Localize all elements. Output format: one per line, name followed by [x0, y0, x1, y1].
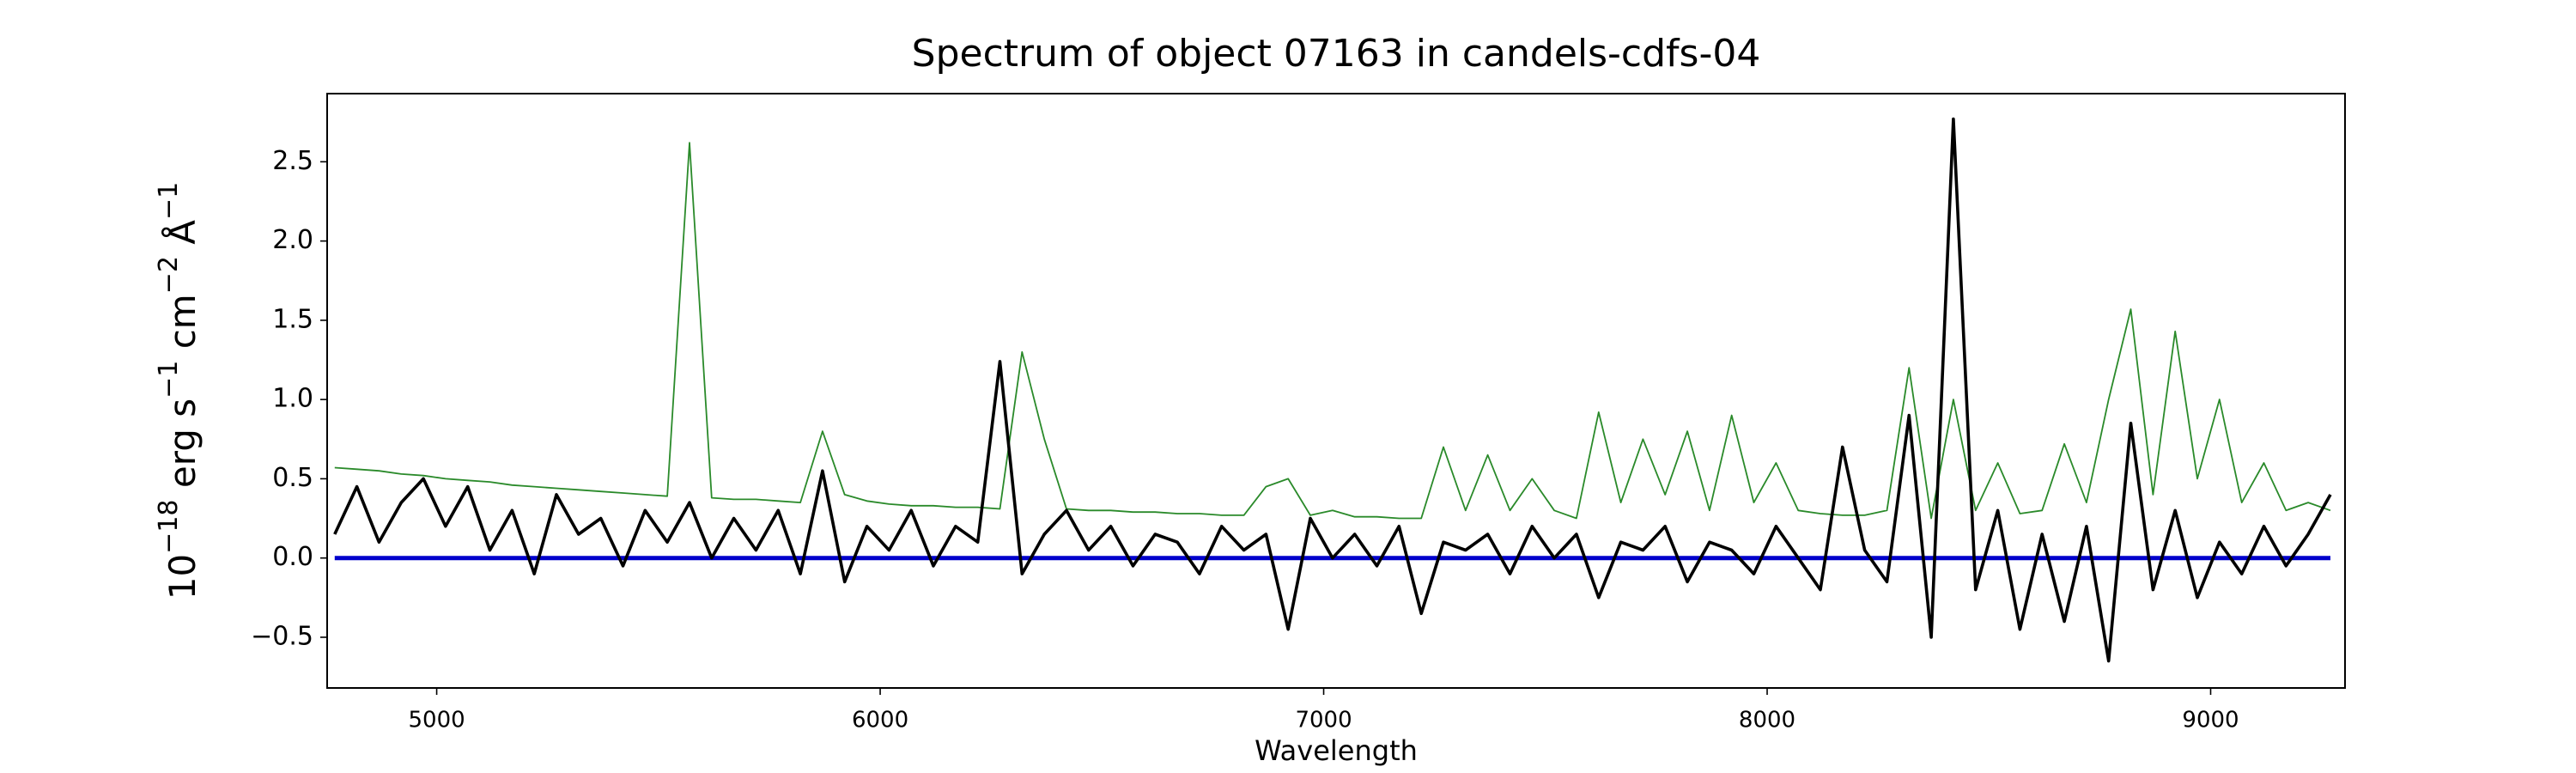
y-axis-label-part: −1 — [154, 361, 184, 399]
y-axis-label-part: erg s — [161, 399, 204, 500]
y-tick-label: 2.0 — [272, 225, 313, 255]
spectrum-line — [333, 117, 2332, 663]
y-tick-label: 0.5 — [272, 463, 313, 493]
y-tick-label: 0.0 — [272, 542, 313, 572]
x-tick-label: 7000 — [1295, 708, 1352, 733]
y-axis-label-part: −1 — [154, 182, 184, 220]
x-tick-label: 9000 — [2182, 708, 2239, 733]
plot-frame — [326, 93, 2346, 689]
y-axis-label-part: −2 — [154, 256, 184, 294]
y-axis-label-part: −18 — [154, 500, 184, 554]
x-tick-label: 6000 — [852, 708, 908, 733]
chart-title: Spectrum of object 07163 in candels-cdfs… — [912, 32, 1761, 76]
x-tick-label: 5000 — [408, 708, 465, 733]
x-tick-label: 8000 — [1739, 708, 1795, 733]
y-tick-label: −0.5 — [251, 621, 313, 651]
y-tick-label: 2.5 — [272, 146, 313, 176]
y-axis-label-part: Å — [161, 220, 204, 256]
x-axis-label: Wavelength — [1255, 734, 1418, 767]
y-tick-label: 1.5 — [272, 304, 313, 334]
y-tick-label: 1.0 — [272, 384, 313, 414]
y-axis-label-part: cm — [161, 294, 204, 360]
spectrum-line — [334, 142, 2331, 520]
y-axis-label: 10−18 erg s−1 cm−2 Å−1 — [154, 182, 204, 600]
y-axis-label-part: 10 — [161, 554, 204, 600]
